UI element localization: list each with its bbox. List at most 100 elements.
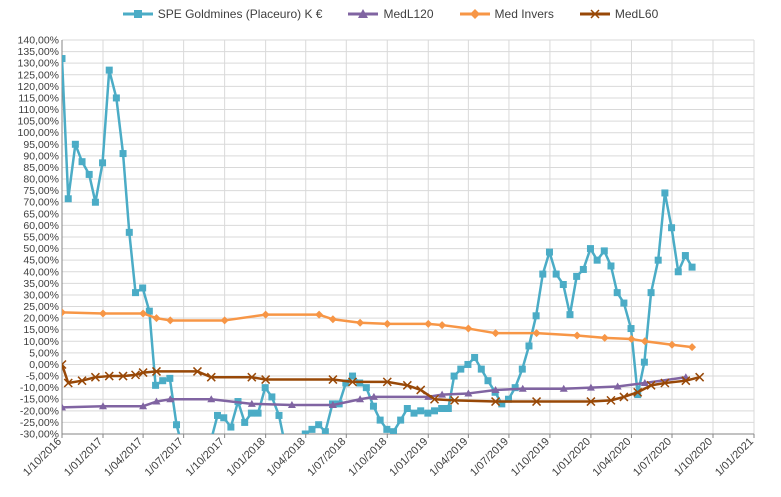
data-point-medl120 xyxy=(328,401,337,409)
x-tick-label: 1/10/2016 xyxy=(21,436,64,479)
y-tick-label: 55,00% xyxy=(23,232,59,244)
y-tick-label: 35,00% xyxy=(23,278,59,290)
y-tick-label: 130,00% xyxy=(18,58,59,70)
data-point-spe-goldmines-placeuro-k xyxy=(498,400,506,408)
y-tick-label: -15,00% xyxy=(20,394,59,406)
data-point-spe-goldmines-placeuro-k xyxy=(145,307,153,315)
data-point-spe-goldmines-placeuro-k xyxy=(342,379,350,387)
data-point-med-invers xyxy=(62,308,66,317)
x-tick-label: 1/04/2017 xyxy=(102,436,145,479)
y-tick-label: 15,00% xyxy=(23,324,59,336)
data-point-medl60 xyxy=(261,375,271,385)
data-point-med-invers xyxy=(491,329,500,338)
data-point-med-invers xyxy=(438,321,447,330)
data-point-medl60 xyxy=(681,376,691,386)
data-point-medl120 xyxy=(559,384,568,392)
data-point-spe-goldmines-placeuro-k xyxy=(688,263,696,271)
y-tick-label: 85,00% xyxy=(23,162,59,174)
legend-item-medl120: MedL120 xyxy=(348,7,434,21)
data-point-medl60 xyxy=(402,380,412,390)
data-point-medl60 xyxy=(90,372,100,382)
data-point-spe-goldmines-placeuro-k xyxy=(227,423,235,431)
data-point-medl120 xyxy=(152,397,161,405)
y-tick-label: 25,00% xyxy=(23,301,59,313)
legend-swatch-med-invers xyxy=(459,9,490,19)
y-tick-label: 90,00% xyxy=(23,150,59,162)
y-tick-label: 30,00% xyxy=(23,289,59,301)
data-point-medl120 xyxy=(356,395,365,403)
data-point-medl60 xyxy=(633,387,643,397)
x-tick-label: 1/01/2018 xyxy=(225,436,268,479)
legend-swatch-medl60 xyxy=(579,9,610,19)
y-tick-label: 140,00% xyxy=(18,35,59,47)
data-point-medl60 xyxy=(619,392,629,402)
y-tick-label: 100,00% xyxy=(18,127,59,139)
data-point-spe-goldmines-placeuro-k xyxy=(119,150,127,158)
data-point-spe-goldmines-placeuro-k xyxy=(308,425,316,433)
data-point-med-invers xyxy=(98,309,107,318)
data-point-med-invers xyxy=(166,316,175,325)
data-point-spe-goldmines-placeuro-k xyxy=(105,66,113,74)
data-point-med-invers xyxy=(356,318,365,327)
series-line-medl60 xyxy=(62,364,700,403)
data-point-medl120 xyxy=(369,392,378,400)
data-point-med-invers xyxy=(383,319,392,328)
y-tick-label: -5,00% xyxy=(26,371,59,383)
data-point-medl60 xyxy=(347,377,358,387)
data-point-spe-goldmines-placeuro-k xyxy=(247,409,255,417)
y-tick-label: -30,00% xyxy=(20,429,59,441)
y-tick-label: 50,00% xyxy=(23,243,59,255)
data-point-spe-goldmines-placeuro-k xyxy=(640,358,648,366)
legend-item-med-invers: Med Invers xyxy=(459,7,554,21)
x-tick-label: 1/01/2020 xyxy=(550,436,593,479)
data-point-spe-goldmines-placeuro-k xyxy=(674,268,682,276)
data-point-medl60 xyxy=(192,366,202,376)
data-point-spe-goldmines-placeuro-k xyxy=(484,377,492,385)
data-point-spe-goldmines-placeuro-k xyxy=(85,170,93,178)
chart-legend: SPE Goldmines (Placeuro) K € MedL120 Med… xyxy=(0,4,781,24)
x-tick-label: 1/04/2018 xyxy=(265,436,308,479)
y-tick-label: -20,00% xyxy=(20,405,59,417)
data-point-spe-goldmines-placeuro-k xyxy=(504,395,512,403)
data-point-spe-goldmines-placeuro-k xyxy=(254,409,262,417)
data-point-spe-goldmines-placeuro-k xyxy=(173,421,181,429)
data-point-spe-goldmines-placeuro-k xyxy=(668,224,676,232)
y-tick-label: 60,00% xyxy=(23,220,59,232)
data-point-spe-goldmines-placeuro-k xyxy=(627,325,635,333)
data-point-medl60 xyxy=(660,378,670,388)
y-tick-label: 20,00% xyxy=(23,313,59,325)
data-point-spe-goldmines-placeuro-k xyxy=(573,272,581,280)
data-point-medl60 xyxy=(429,394,440,404)
data-point-med-invers xyxy=(152,314,161,323)
data-point-med-invers xyxy=(139,309,148,318)
series-med-invers xyxy=(62,308,697,352)
data-point-medl60 xyxy=(606,395,616,405)
data-point-spe-goldmines-placeuro-k xyxy=(634,391,642,399)
data-point-medl60 xyxy=(206,372,216,382)
data-point-medl120 xyxy=(464,389,473,397)
data-point-medl60 xyxy=(328,375,338,385)
legend-label-med-invers: Med Invers xyxy=(494,7,554,21)
data-point-med-invers xyxy=(668,340,677,349)
legend-swatch-spe-goldmines xyxy=(122,10,153,18)
data-point-med-invers xyxy=(573,331,582,340)
data-point-spe-goldmines-placeuro-k xyxy=(376,416,384,424)
data-point-spe-goldmines-placeuro-k xyxy=(457,365,465,373)
y-tick-label: 45,00% xyxy=(23,255,59,267)
data-point-spe-goldmines-placeuro-k xyxy=(261,384,269,392)
data-point-spe-goldmines-placeuro-k xyxy=(607,262,615,270)
data-point-spe-goldmines-placeuro-k xyxy=(681,252,689,260)
data-point-spe-goldmines-placeuro-k xyxy=(593,256,601,264)
y-tick-label: 110,00% xyxy=(18,104,59,116)
data-point-medl60 xyxy=(646,380,656,390)
data-point-spe-goldmines-placeuro-k xyxy=(579,265,587,273)
data-point-medl60 xyxy=(450,395,460,405)
data-point-spe-goldmines-placeuro-k xyxy=(552,270,560,278)
data-point-spe-goldmines-placeuro-k xyxy=(268,393,276,401)
data-point-spe-goldmines-placeuro-k xyxy=(99,159,107,167)
data-point-spe-goldmines-placeuro-k xyxy=(559,281,567,289)
data-point-spe-goldmines-placeuro-k xyxy=(64,195,72,203)
data-point-spe-goldmines-placeuro-k xyxy=(620,299,628,307)
y-tick-label: 120,00% xyxy=(18,81,59,93)
